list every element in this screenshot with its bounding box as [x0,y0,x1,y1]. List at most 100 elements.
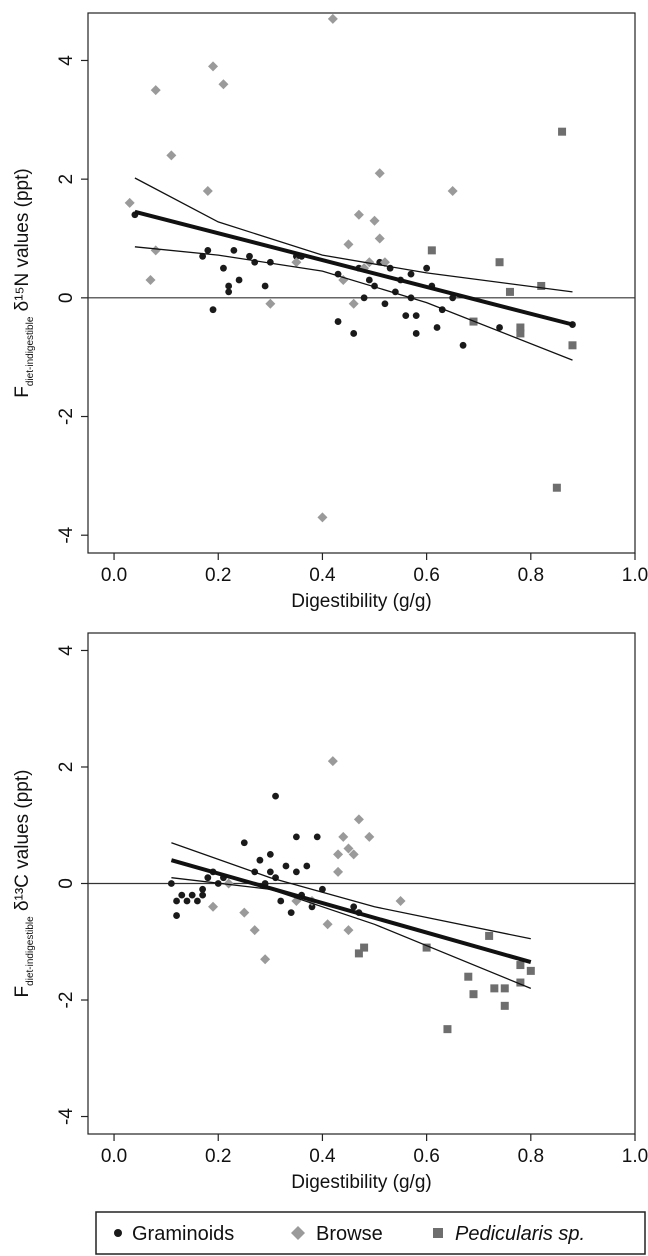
data-point-graminoids [303,862,311,870]
data-point-browse [353,209,364,220]
data-point-graminoids [246,252,253,260]
data-point-browse [364,831,375,842]
data-point-graminoids [188,891,196,899]
plot-frame [87,12,636,554]
data-point-browse [166,150,177,161]
legend-marker-square [433,1228,443,1238]
data-point-graminoids [313,833,321,841]
data-point-pedicularis [505,287,514,296]
data-point-graminoids [173,912,180,919]
data-point-graminoids [209,306,217,314]
legend-item-browse: Browse [291,1223,383,1245]
data-point-graminoids [240,839,248,847]
x-tick-label: 0.4 [309,1146,336,1167]
data-point-graminoids [183,897,191,905]
data-point-graminoids [266,868,274,876]
data-point-pedicularis [552,483,561,492]
data-point-browse [249,925,260,936]
data-point-graminoids [319,885,326,893]
data-point-browse [208,901,219,912]
data-point-graminoids [282,862,290,870]
y-tick-label: 4 [56,55,77,66]
data-point-browse [338,831,349,842]
x-tick-label: 0.6 [413,1146,439,1167]
data-point-graminoids [235,276,243,284]
data-point-browse [348,849,359,860]
confidence-band-lower [134,246,573,361]
x-tick-label: 0.2 [205,565,231,586]
y-axis-title: Fdiet-indigestible δ¹⁵N values (ppt) [12,168,36,397]
data-point-graminoids [412,312,420,320]
data-point-browse [353,814,364,825]
data-point-browse [333,849,344,860]
data-point-graminoids [407,270,415,278]
data-point-graminoids [360,294,368,302]
data-point-graminoids [220,264,227,272]
data-point-pedicularis [568,341,577,350]
data-point-graminoids [402,312,410,320]
legend-label-graminoids: Graminoids [132,1223,234,1245]
data-point-graminoids [287,909,295,917]
data-point-graminoids [433,324,441,331]
confidence-band-upper [171,842,531,940]
data-point-pedicularis [422,943,431,952]
y-tick-label: -2 [56,992,77,1009]
data-point-browse [317,512,328,523]
y-tick-label: 2 [56,174,77,185]
data-point-pedicularis [485,931,494,940]
data-point-browse [333,866,344,877]
data-point-browse [374,233,385,244]
data-point-browse [260,954,271,965]
data-point-browse [343,843,354,854]
data-point-graminoids [350,903,358,911]
data-point-graminoids [350,330,358,337]
regression-line [170,858,532,965]
legend-box [95,1211,646,1255]
y-tick-label: 2 [56,762,77,773]
data-point-graminoids [194,897,201,905]
data-point-browse [150,245,161,256]
data-point-graminoids [199,885,207,893]
data-point-browse [374,168,385,179]
data-point-pedicularis [526,966,535,975]
x-tick-label: 0.0 [101,1146,127,1167]
data-point-pedicularis [558,127,567,136]
chart-panel-carbon: 0.0 0.2 0.4 0.6 0.8 1.0 -4 -2 0 2 4 Digestibility (… [12,632,648,1193]
y-tick-label: -2 [56,408,77,425]
x-tick-label: 1.0 [622,565,648,586]
data-point-browse [447,186,458,197]
data-point-graminoids [204,874,212,882]
data-point-graminoids [381,300,389,308]
legend-item-graminoids: Graminoids [114,1223,234,1245]
data-point-browse [369,215,380,226]
data-point-graminoids [173,897,180,905]
legend-item-pedicularis: Pedicularis sp. [433,1223,585,1245]
legend: Graminoids Browse Pedicularis sp. [95,1211,646,1255]
data-point-pedicularis [516,329,525,338]
data-point-pedicularis [469,990,478,999]
data-point-graminoids [272,792,279,800]
data-point-pedicularis [464,972,473,981]
x-tick-label: 0.4 [309,565,336,586]
data-point-pedicularis [495,258,504,267]
data-point-graminoids [225,288,233,296]
data-point-pedicularis [354,949,363,958]
data-point-browse [218,79,229,90]
legend-label-browse: Browse [316,1223,383,1245]
data-point-graminoids [459,341,467,349]
data-point-graminoids [266,850,274,858]
data-point-graminoids [178,891,186,899]
x-tick-label: 0.8 [518,565,544,586]
data-point-browse [291,257,302,268]
data-point-graminoids [167,880,175,887]
x-tick-label: 0.6 [413,565,439,586]
legend-marker-diamond [291,1226,305,1240]
data-point-browse [364,257,375,268]
data-point-graminoids [334,318,342,325]
chart-panel-nitrogen: 0.0 0.2 0.4 0.6 0.8 1.0 -4 -2 0 2 4 Digestibility (… [12,12,648,612]
data-point-graminoids [199,252,207,260]
y-tick-label: 4 [56,645,77,656]
data-point-browse [202,186,213,197]
data-point-graminoids [204,246,212,254]
data-point-browse [239,907,250,918]
